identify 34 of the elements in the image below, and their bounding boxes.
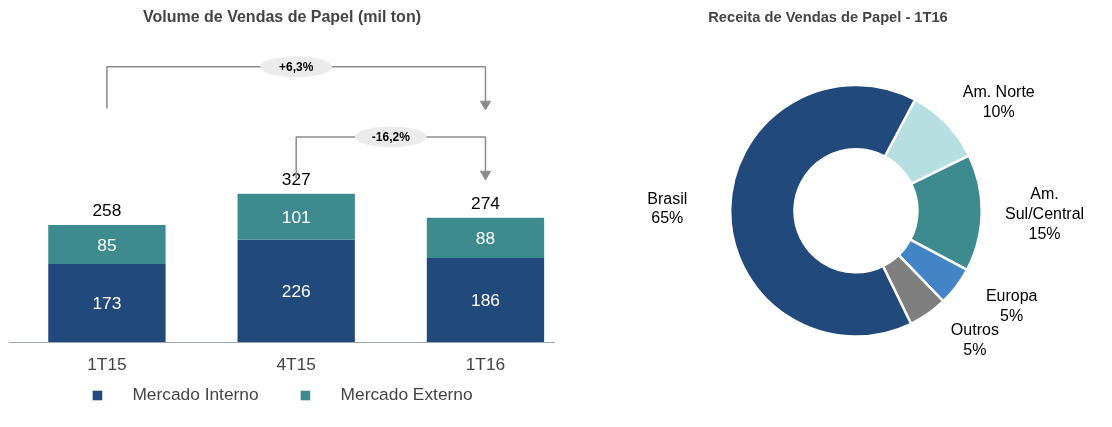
data-label: 101	[281, 206, 311, 227]
data-label: 5%	[1000, 306, 1024, 324]
chart-title: Volume de Vendas de Papel (mil ton)	[143, 7, 421, 25]
chart-title: Receita de Vendas de Papel - 1T16	[708, 8, 948, 25]
slice-label: Europa	[985, 287, 1038, 305]
data-label: 85	[97, 234, 117, 255]
x-tick-label: 4T15	[276, 353, 316, 374]
data-label: 186	[471, 290, 500, 311]
slice-label: Brasil	[647, 189, 688, 207]
x-tick-label: 1T16	[465, 353, 506, 374]
bar	[48, 225, 166, 264]
bar	[426, 217, 545, 258]
data-label: 15%	[1028, 224, 1061, 242]
bar	[237, 239, 355, 343]
bar	[237, 193, 355, 240]
slice-label: Outros	[950, 321, 999, 339]
slice-label: Am. Sul/Central	[1005, 185, 1085, 223]
data-label: 5%	[963, 340, 987, 358]
total-label: 258	[92, 200, 122, 221]
bar	[426, 257, 545, 343]
text: +6,3%	[279, 59, 314, 74]
total-label: 327	[281, 168, 311, 189]
slice-label: Am. Norte	[962, 83, 1035, 101]
data-label: 10%	[982, 102, 1015, 120]
data-label: 226	[281, 281, 311, 302]
data-label: 65%	[651, 209, 684, 227]
bar	[48, 263, 166, 343]
x-tick-label: 1T15	[87, 353, 127, 374]
legend-label: Mercado Externo	[340, 384, 473, 405]
text: -16,2%	[371, 129, 411, 144]
data-label: 173	[92, 293, 122, 314]
legend-label: Mercado Interno	[132, 384, 259, 405]
data-label: 88	[475, 227, 496, 248]
total-label: 274	[471, 192, 501, 213]
